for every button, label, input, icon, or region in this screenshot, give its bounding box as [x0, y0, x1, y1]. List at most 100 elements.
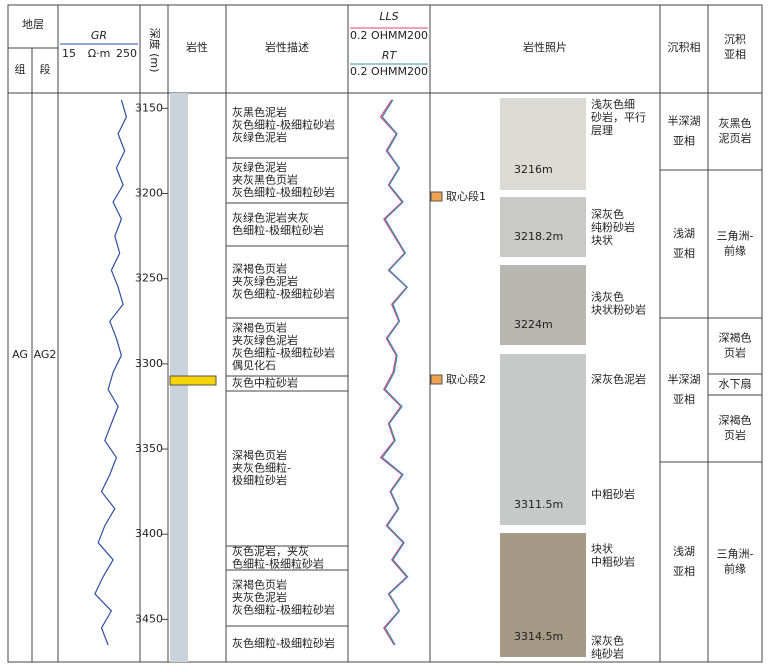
formation: AG — [12, 348, 28, 361]
photo-caption: 纯粉砂岩 — [591, 220, 635, 234]
photo-caption: 层理 — [591, 124, 613, 137]
core-photo — [500, 197, 586, 257]
header: 岩性 — [186, 40, 208, 54]
description-line: 灰黑色泥岩 — [232, 105, 287, 119]
subfacies-text: 灰黑色 — [719, 116, 752, 130]
photo-caption: 纯砂岩 — [591, 647, 624, 661]
scale-label: 200 — [407, 29, 428, 42]
subfacies-text: 深褐色 — [719, 413, 752, 427]
facies-text: 亚相 — [673, 135, 695, 148]
subfacies-text: 前缘 — [724, 562, 746, 576]
resistivity-curve — [379, 99, 408, 646]
description-line: 色细粒-极细粒砂岩 — [232, 223, 324, 237]
description-line: 偶见化石 — [232, 358, 276, 372]
photo-caption: 浅灰色 — [591, 290, 624, 304]
grid-lines — [8, 5, 762, 662]
subfacies-text: 泥页岩 — [719, 131, 752, 145]
depth-label: 3300 — [135, 357, 163, 370]
header: 沉积 — [724, 33, 746, 46]
description-line: 灰绿色泥岩 — [232, 130, 287, 144]
description-line: 灰色泥岩，夹灰 — [232, 544, 309, 558]
facies-text: 半深湖 — [668, 114, 701, 128]
curve-name: LLS — [379, 10, 398, 23]
facies-text: 亚相 — [673, 393, 695, 406]
description-line: 灰色细粒-极细粒砂岩 — [232, 345, 335, 359]
core-photo — [500, 265, 586, 345]
subfacies-text: 三角洲- — [717, 230, 754, 243]
header: 深度 (m) — [148, 28, 162, 73]
description-line: 夹灰绿色泥岩 — [232, 333, 298, 347]
photo-label: 3311.5m — [514, 498, 563, 511]
description-line: 夹灰黑色页岩 — [232, 173, 298, 187]
core-label: 取心段1 — [446, 189, 486, 203]
photo-caption: 砂岩，平行 — [591, 110, 646, 124]
photo-caption: 浅灰色细 — [591, 97, 635, 111]
description-line: 夹灰色细粒- — [232, 461, 291, 475]
header: 亚相 — [724, 48, 746, 61]
photo-label: 3218.2m — [514, 230, 563, 243]
facies-text: 浅湖 — [673, 227, 695, 240]
curve-name: RT — [382, 49, 398, 62]
description-line: 灰色细粒-极细粒砂岩 — [232, 603, 335, 617]
gr-curve — [94, 99, 128, 646]
core-marker — [430, 374, 443, 385]
depth-label: 3350 — [135, 442, 163, 455]
frame — [7, 4, 763, 663]
core-marker — [430, 191, 443, 202]
header: 沉积相 — [668, 41, 701, 54]
scale-label: 15 — [62, 47, 76, 60]
photo-caption: 深灰色 — [591, 634, 624, 648]
photo-caption: 中粗砂岩 — [591, 555, 635, 569]
facies-text: 半深湖 — [668, 372, 701, 386]
description-line: 色细粒-极细粒砂岩 — [232, 556, 324, 570]
core-photo — [500, 533, 586, 657]
header: 岩性照片 — [523, 40, 567, 54]
facies-text: 亚相 — [673, 247, 695, 260]
curve-name: GR — [91, 29, 107, 42]
subfacies-text: 页岩 — [724, 428, 746, 442]
description-line: 灰色细粒-极细粒砂岩 — [232, 287, 335, 301]
photo-label: 3216m — [514, 163, 553, 176]
header: 段 — [40, 62, 51, 76]
description-line: 深褐色页岩 — [232, 320, 287, 334]
subfacies-text: 三角洲- — [717, 548, 754, 561]
facies-text: 浅湖 — [673, 545, 695, 558]
scale-label: 250 — [116, 47, 137, 60]
subfacies-text: 水下扇 — [719, 377, 752, 391]
description-line: 灰色细粒-极细粒砂岩 — [232, 636, 335, 650]
photo-caption: 中粗砂岩 — [591, 487, 635, 501]
photo-caption: 块状粉砂岩 — [591, 303, 646, 317]
photo-label: 3314.5m — [514, 630, 563, 643]
depth-label: 3400 — [135, 527, 163, 540]
description-line: 灰色细粒-极细粒砂岩 — [232, 185, 335, 199]
unit: OHMM — [371, 65, 407, 78]
description-line: 深褐色页岩 — [232, 578, 287, 592]
description-line: 夹灰绿色泥岩 — [232, 274, 298, 288]
depth-label: 3150 — [135, 101, 163, 114]
photo-label: 3224m — [514, 318, 553, 331]
member: AG2 — [34, 348, 57, 361]
scale-label: 0.2 — [350, 29, 368, 42]
facies-text: 亚相 — [673, 565, 695, 578]
description-line: 夹灰色泥岩 — [232, 590, 287, 604]
depth-label: 3250 — [135, 272, 163, 285]
unit: OHMM — [371, 29, 407, 42]
medium-sand-bed — [169, 375, 217, 386]
core-photo — [500, 354, 586, 525]
unit: Ω·m — [88, 47, 111, 60]
depth-label: 3200 — [135, 187, 163, 200]
core-label: 取心段2 — [446, 372, 486, 386]
description-line: 灰色中粒砂岩 — [232, 376, 298, 390]
scale-label: 200 — [407, 65, 428, 78]
depth-label: 3450 — [135, 612, 163, 625]
photo-caption: 块状 — [591, 233, 613, 247]
photo-caption: 块状 — [591, 542, 613, 556]
subfacies-text: 深褐色 — [719, 331, 752, 345]
header: 地层 — [22, 18, 44, 31]
photo-caption: 深灰色 — [591, 207, 624, 221]
header: 岩性描述 — [265, 40, 309, 54]
description-line: 极细粒砂岩 — [232, 473, 287, 487]
photo-caption: 深灰色泥岩 — [591, 372, 646, 386]
subfacies-text: 前缘 — [724, 244, 746, 258]
subfacies-text: 页岩 — [724, 346, 746, 360]
